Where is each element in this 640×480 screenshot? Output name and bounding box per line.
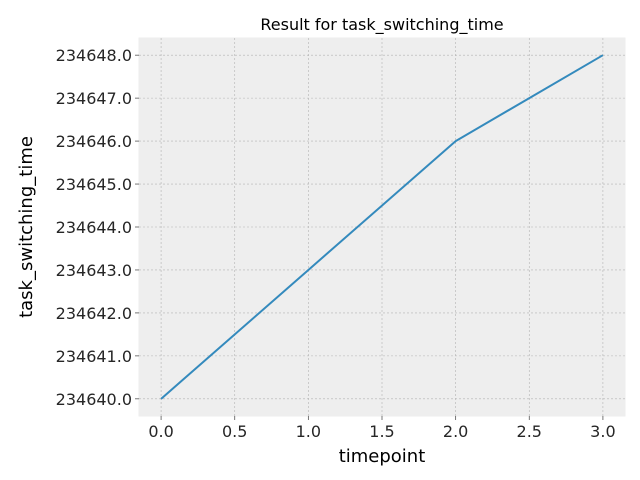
y-tick-label: 234642.0 (56, 304, 132, 323)
chart-title: Result for task_switching_time (260, 15, 503, 35)
y-tick-label: 234644.0 (56, 218, 132, 237)
x-tick-label: 1.5 (369, 422, 394, 441)
y-axis-ticks: 234640.0 234641.0 234642.0 234643.0 234644.0… (56, 46, 139, 409)
y-tick-label: 234640.0 (56, 390, 132, 409)
y-tick-label: 234646.0 (56, 132, 132, 151)
x-tick-label: 2.0 (443, 422, 468, 441)
y-tick-label: 234641.0 (56, 347, 132, 366)
x-tick-label: 1.0 (296, 422, 321, 441)
x-axis-title: timepoint (339, 446, 426, 467)
x-tick-label: 0.5 (222, 422, 247, 441)
y-tick-label: 234645.0 (56, 175, 132, 194)
series-line (160, 54, 604, 400)
y-tick-label: 234647.0 (56, 89, 132, 108)
y-axis-title: task_switching_time (16, 136, 37, 318)
series-layer (160, 54, 604, 400)
x-tick-label: 3.0 (590, 422, 615, 441)
y-tick-label: 234648.0 (56, 46, 132, 65)
x-tick-label: 2.5 (517, 422, 542, 441)
grid-lines (139, 38, 625, 416)
x-axis-ticks: 0.0 0.5 1.0 1.5 2.0 2.5 3.0 (148, 416, 616, 441)
y-tick-label: 234643.0 (56, 261, 132, 280)
x-tick-label: 0.0 (148, 422, 173, 441)
